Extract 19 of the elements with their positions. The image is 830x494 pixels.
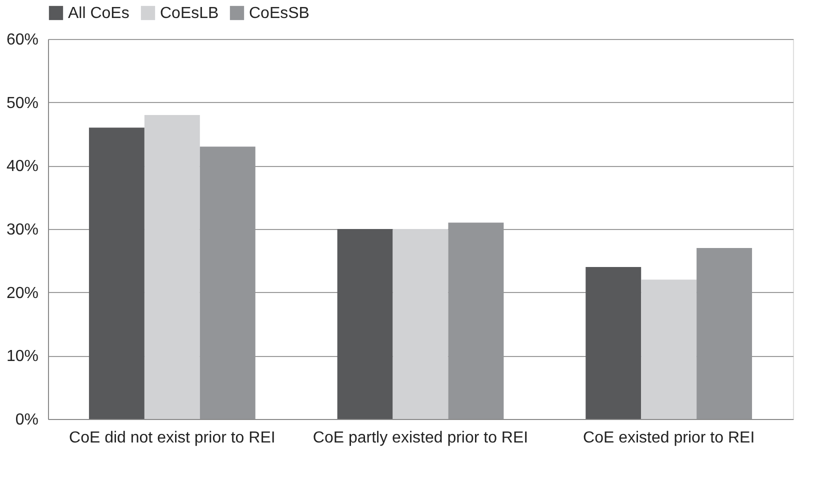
legend-label: CoEsSB: [249, 5, 310, 22]
y-tick-label: 20%: [6, 284, 38, 302]
bar: [337, 229, 393, 419]
y-tick-label: 0%: [15, 412, 38, 428]
bar: [586, 267, 642, 419]
y-tick-label: 30%: [6, 222, 38, 238]
y-tick-label: 60%: [6, 32, 38, 48]
bar: [88, 128, 144, 419]
x-tick-label: CoE partly existed prior to REI: [312, 430, 528, 446]
bar: [392, 229, 448, 419]
bar: [641, 280, 697, 419]
x-tick-label: CoE existed prior to REI: [583, 430, 755, 446]
legend-label: CoEsLB: [160, 5, 219, 22]
y-tick-label: 40%: [6, 158, 38, 176]
x-tick-label: CoE did not exist prior to REI: [69, 430, 276, 446]
y-tick-label: 10%: [6, 348, 38, 366]
legend-label: All CoEs: [68, 5, 130, 22]
y-tick-label: 50%: [6, 94, 38, 112]
bar: [144, 115, 200, 419]
